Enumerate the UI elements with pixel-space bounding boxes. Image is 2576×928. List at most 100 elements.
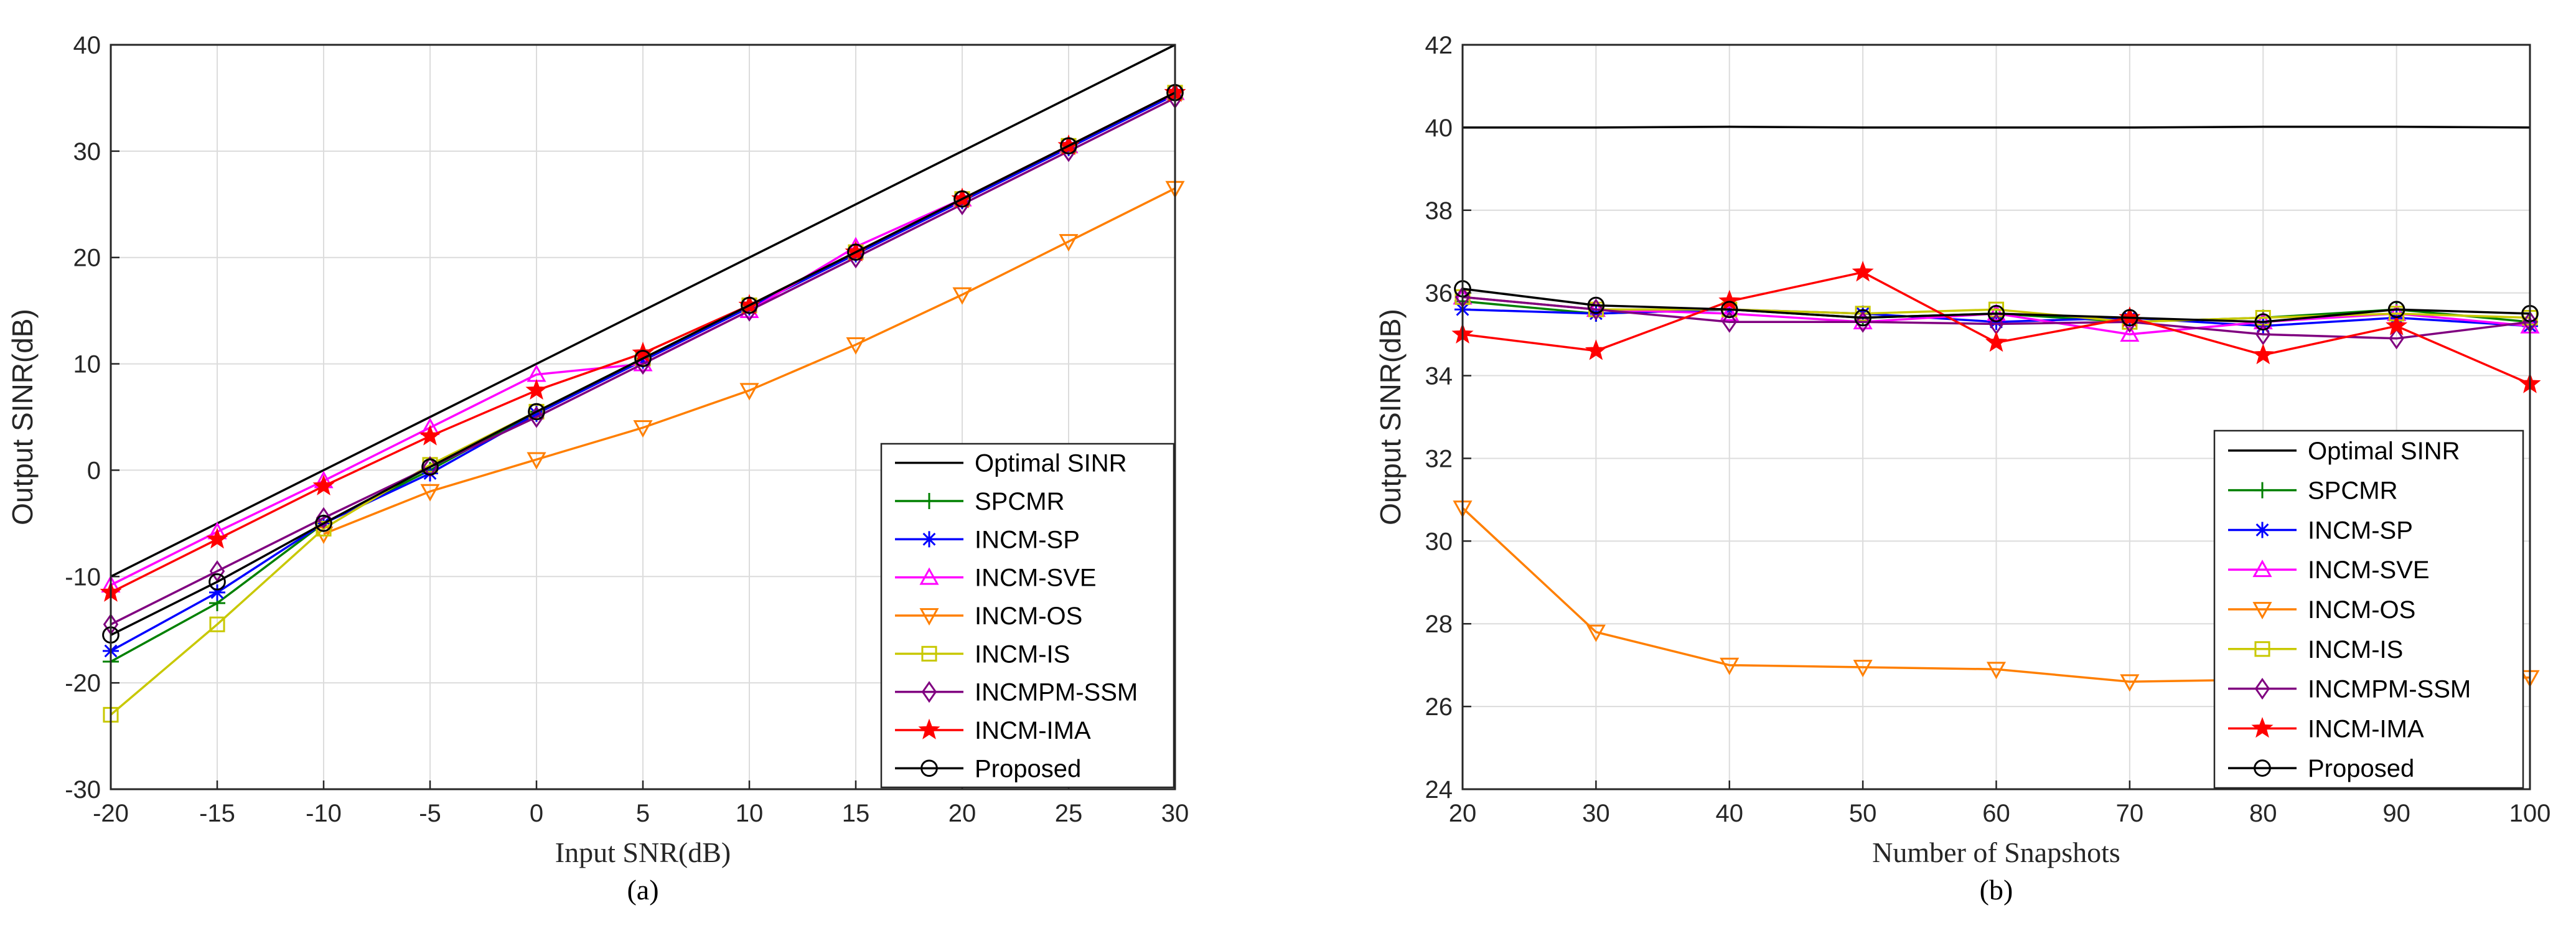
chart-b-point-proposed [1854,309,1871,327]
chart-a-ytick-label: -10 [65,563,101,591]
chart-a-xlabel: Input SNR(dB) [555,837,731,868]
chart-a-point-incm-os [846,337,866,355]
chart-a-point-proposed [528,403,545,421]
chart-b-legend-marker [2254,641,2270,657]
chart-b-line-proposed [1462,288,2531,323]
chart-a-xtick-label: 20 [948,800,977,827]
chart-a-point-proposed [421,458,439,476]
chart-b-point-incm-sve [1720,303,1740,321]
chart-a-point-incmpm-ssm [209,560,225,583]
chart-a-legend-label: INCM-SP [975,526,1080,553]
chart-b-point-proposed [1987,305,2005,322]
chart-b-legend-label: Optimal SINR [2308,438,2460,465]
chart-a-legend-item-incm-sp: INCM-SP [895,526,1080,553]
chart-b-caption: (b) [1980,874,2013,906]
chart-b-xlabel: Number of Snapshots [1872,837,2120,868]
chart-b-xtick-label: 70 [2116,800,2144,827]
chart-b-ytick-label: 32 [1425,445,1453,472]
chart-a-point-incm-os [420,484,440,502]
chart-a-xtick-label: 30 [1161,800,1189,827]
chart-b-legend-label: INCM-OS [2308,596,2415,624]
chart-b-line-incmpm-ssm [1462,296,2531,340]
chart-a-point-incm-sp [635,352,651,369]
chart-b-legend-marker [2254,759,2271,777]
chart-a-ytick-label: -20 [65,670,101,697]
chart-a-legend-item-incm-is: INCM-IS [895,640,1070,668]
chart-a-legend-item-proposed: Proposed [895,755,1081,782]
chart-b-legend-item-incm-os: INCM-OS [2228,596,2415,624]
chart-b-legend-item-proposed: Proposed [2228,755,2414,782]
chart-a-point-incm-ima [419,424,441,446]
chart-a-line-incmpm-ssm [110,96,1176,626]
chart-b-series-optimal-sinr [1463,125,2531,129]
chart-a-xtick-label: 0 [530,800,543,827]
chart-b-xtick-label: 80 [2249,800,2277,827]
chart-a-legend-label: Proposed [975,755,1081,782]
chart-b-legend: Optimal SINR SPCMR INCM-SP INCM-SVE INCM-OS I… [2213,429,2524,789]
chart-a-point-incm-os [633,420,653,438]
chart-b-legend-label: SPCMR [2308,477,2397,505]
chart-b-legend-marker [2252,602,2272,620]
chart-b-legend-item-incm-is: INCM-IS [2228,636,2403,663]
chart-a-point-incmpm-ssm [316,507,332,529]
chart-a-point-incm-sp [209,584,225,601]
chart-b-legend-label: INCM-SVE [2308,556,2430,584]
chart-a-legend-marker [921,681,937,703]
chart-b-legend-label: Proposed [2308,755,2414,782]
chart-b-legend-item-optimal-sinr: Optimal SINR [2228,438,2460,465]
chart-b-ytick-label: 26 [1425,693,1453,721]
chart-b-point-incm-os [1586,624,1606,642]
chart-a-xtick-label: 15 [842,800,870,827]
chart-a-ylabel: Output SINR(dB) [6,309,39,525]
chart-b-point-incm-ima [1718,289,1741,311]
chart-a-point-incm-os [527,452,546,470]
chart-a-xtick-label: -20 [93,800,129,827]
chart-a-legend-item-incm-ima: INCM-IMA [895,717,1091,744]
chart-a-ytick-label: 30 [73,138,101,166]
chart-a-line-optimal-sinr [110,44,1176,578]
chart-b-legend-item-spcmr: SPCMR [2228,477,2397,505]
chart-b-ytick-label: 38 [1425,197,1453,225]
chart-b-xtick-label: 60 [1982,800,2010,827]
chart-b-point-incmpm-ssm [2389,327,2404,350]
chart-a-xtick-label: -5 [419,800,441,827]
chart-b-xtick-label: 100 [2509,800,2551,827]
chart-a-legend-item-incm-sve: INCM-SVE [895,565,1097,592]
chart-b-ytick-label: 28 [1425,611,1453,638]
chart-a-legend: Optimal SINR SPCMR INCM-SP INCM-SVE INCM-OS I… [880,443,1175,789]
chart-a: -20 -15 -10 -5 0 5 10 15 20 25 30-30-20-1001020304… [6,32,1189,906]
chart-b-point-incmpm-ssm [2255,323,2271,345]
chart-b-line-optimal-sinr [1463,125,2531,129]
chart-a-series-optimal-sinr [110,44,1176,578]
chart-a-point-incm-ima [206,528,228,549]
chart-a-legend-marker [919,608,939,626]
chart-b-line-incm-is [1462,296,2531,323]
chart-a-ytick-label: 10 [73,351,101,378]
chart-a-point-incm-os [1059,234,1079,252]
chart-a-point-proposed [953,190,971,208]
chart-b-legend-item-incm-sve: INCM-SVE [2228,556,2430,584]
chart-a-line-incm-os [323,187,1176,535]
chart-b-legend-label: INCM-SP [2308,517,2413,544]
chart-b-point-incm-os [1986,662,2007,680]
chart-a-xtick-label: 25 [1055,800,1083,827]
chart-b-legend-label: INCM-IMA [2308,715,2424,743]
chart-a-legend-item-optimal-sinr: Optimal SINR [895,450,1127,477]
chart-a-ytick-label: 20 [73,245,101,272]
chart-b-legend-item-incm-sp: INCM-SP [2228,517,2413,544]
chart-a-caption: (a) [627,874,658,906]
chart-b-xtick-label: 40 [1716,800,1744,827]
chart-b-legend-marker [2254,522,2270,538]
chart-a-point-proposed [315,515,332,532]
chart-b-point-proposed [1720,301,1738,319]
chart-b-point-incm-ima [2386,314,2408,335]
chart-b-legend-marker [2254,677,2270,700]
chart-b-legend-marker [2251,716,2274,738]
chart-b-xtick-label: 50 [1849,800,1877,827]
chart-b-legend-marker [2252,560,2272,578]
chart-a-xtick-label: 10 [736,800,764,827]
chart-a-legend-item-incmpm-ssm: INCMPM-SSM [895,679,1138,706]
chart-b-ytick-label: 30 [1425,528,1453,555]
chart-a-ytick-label: -30 [65,776,101,804]
chart-b-legend-item-incmpm-ssm: INCMPM-SSM [2228,676,2471,703]
